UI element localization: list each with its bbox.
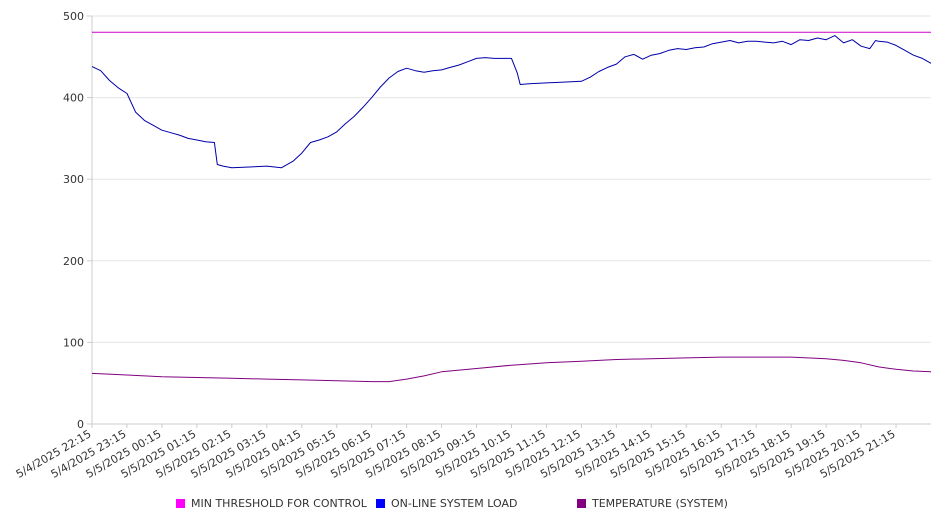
- legend-item[interactable]: MIN THRESHOLD FOR CONTROL: [176, 497, 367, 510]
- legend-label: MIN THRESHOLD FOR CONTROL: [191, 497, 367, 510]
- y-axis-ticks: 0 100 200 300 400 500: [63, 10, 92, 431]
- legend-item[interactable]: TEMPERATURE (SYSTEM): [577, 497, 728, 510]
- y-tick-label: 100: [63, 336, 84, 349]
- series-line-1: [91, 35, 932, 169]
- grid-lines: [92, 15, 931, 343]
- legend-swatch: [176, 499, 185, 508]
- legend-label: TEMPERATURE (SYSTEM): [592, 497, 728, 510]
- series-line-2: [91, 356, 932, 383]
- x-axis-ticks: 5/4/2025 22:155/4/2025 23:155/5/2025 00:…: [14, 424, 898, 481]
- y-tick-label: 0: [77, 418, 84, 431]
- axes: [91, 16, 931, 425]
- chart-legend: MIN THRESHOLD FOR CONTROL ON-LINE SYSTEM …: [0, 497, 946, 515]
- line-chart: 0 100 200 300 400 500 5/4/2025 22:155/4/2025 …: [14, 10, 932, 481]
- y-tick-label: 400: [63, 92, 84, 105]
- legend-label: ON-LINE SYSTEM LOAD: [391, 497, 518, 510]
- y-tick-label: 300: [63, 173, 84, 186]
- legend-swatch: [376, 499, 385, 508]
- y-tick-label: 500: [63, 10, 84, 23]
- legend-item[interactable]: ON-LINE SYSTEM LOAD: [376, 497, 517, 510]
- legend-swatch: [577, 499, 586, 508]
- y-tick-label: 200: [63, 255, 84, 268]
- series-lines: [91, 31, 932, 383]
